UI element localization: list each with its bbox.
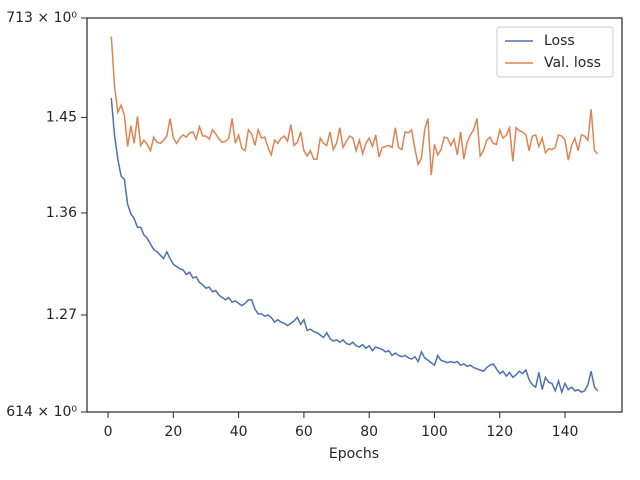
y-tick-label: 1.27: [46, 307, 77, 323]
x-tick-label: 20: [164, 424, 182, 440]
x-tick-label: 100: [421, 424, 448, 440]
legend-label: Loss: [544, 33, 575, 49]
y-tick-label: 614 × 10⁰: [6, 404, 77, 420]
x-tick-label: 0: [104, 424, 113, 440]
legend-label: Val. loss: [544, 55, 601, 71]
x-axis-label: Epochs: [329, 446, 379, 462]
line-series: [110, 36, 599, 176]
y-tick-label: 1.36: [46, 205, 77, 221]
y-tick-label: 713 × 10⁰: [6, 10, 77, 26]
legend-box: [496, 26, 614, 78]
plot-area: [110, 36, 599, 395]
x-tick-label: 60: [295, 424, 313, 440]
x-tick-label: 140: [552, 424, 579, 440]
x-tick-label: 120: [486, 424, 513, 440]
x-tick-label: 40: [230, 424, 248, 440]
x-tick-label: 80: [360, 424, 378, 440]
y-tick-label: 1.45: [46, 109, 77, 125]
axes-frame: [86, 17, 623, 413]
line-series: [110, 97, 599, 395]
